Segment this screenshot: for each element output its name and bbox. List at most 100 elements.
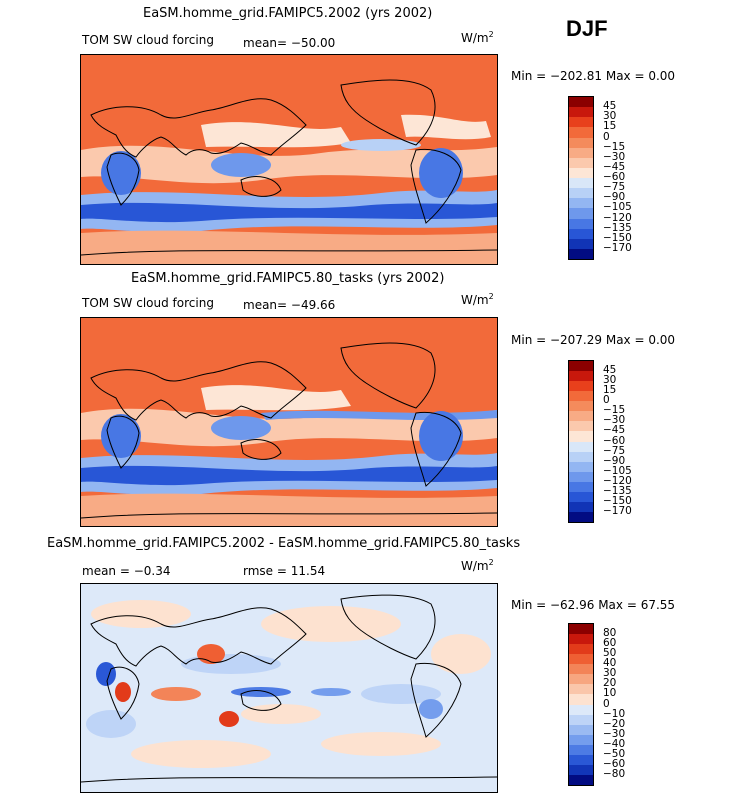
colorbar-swatch (569, 734, 593, 745)
colorbar-tick-label: −75 (603, 181, 626, 194)
colorbar-tick-label: 60 (603, 637, 617, 650)
season-label: DJF (566, 16, 608, 41)
colorbar-tick-label: 50 (603, 647, 617, 660)
colorbar-tick-label: −105 (603, 201, 632, 214)
colorbar-tick-label: −20 (603, 717, 626, 730)
colorbar-tick-label: −15 (603, 140, 626, 153)
colorbar-swatch (569, 511, 593, 522)
colorbar-swatch (569, 381, 593, 392)
colorbar-tick-label: −150 (603, 231, 632, 244)
panel3-colorbar (568, 623, 594, 786)
colorbar-tick-label: 30 (603, 110, 617, 123)
colorbar-tick-label: 45 (603, 100, 617, 113)
colorbar-swatch (569, 218, 593, 229)
colorbar-tick-label: −30 (603, 727, 626, 740)
colorbar-swatch (569, 188, 593, 199)
colorbar-tick-label: −170 (603, 504, 632, 517)
colorbar-tick-label: −90 (603, 191, 626, 204)
panel3-minmax: Min = −62.96 Max = 67.55 (511, 598, 676, 612)
panel2-minmax: Min = −207.29 Max = 0.00 (511, 333, 676, 347)
panel3-units: W/m2 (461, 558, 494, 573)
panel1-title: EaSM.homme_grid.FAMIPC5.2002 (yrs 2002) (143, 6, 433, 21)
colorbar-tick-label: −135 (603, 484, 632, 497)
colorbar-swatch (569, 754, 593, 765)
colorbar-swatch (569, 391, 593, 402)
colorbar-tick-label: −135 (603, 221, 632, 234)
colorbar-tick-label: −10 (603, 707, 626, 720)
panel2-title: EaSM.homme_grid.FAMIPC5.80_tasks (yrs 20… (131, 271, 445, 286)
colorbar-tick-label: −150 (603, 494, 632, 507)
colorbar-tick-label: −40 (603, 737, 626, 750)
panel1-map-svg (81, 55, 497, 264)
colorbar-tick-label: 15 (603, 120, 617, 133)
colorbar-swatch (569, 178, 593, 189)
colorbar-tick-label: −30 (603, 414, 626, 427)
colorbar-tick-label: −105 (603, 464, 632, 477)
colorbar-swatch (569, 644, 593, 655)
panel1-mean: mean= −50.00 (243, 36, 336, 50)
colorbar-tick-label: 20 (603, 677, 617, 690)
colorbar-tick-label: −60 (603, 757, 626, 770)
colorbar-swatch (569, 401, 593, 412)
colorbar-swatch (569, 634, 593, 645)
panel1-map (80, 54, 498, 265)
colorbar-swatch (569, 451, 593, 462)
panel1-left-label: TOM SW cloud forcing (82, 33, 214, 47)
colorbar-tick-label: 0 (603, 130, 610, 143)
colorbar-swatch (569, 431, 593, 442)
colorbar-tick-label: −170 (603, 241, 632, 254)
colorbar-tick-label: 30 (603, 374, 617, 387)
colorbar-tick-label: −75 (603, 444, 626, 457)
colorbar-swatch (569, 167, 593, 178)
panel2-mean: mean= −49.66 (243, 298, 336, 312)
colorbar-swatch (569, 228, 593, 239)
colorbar-swatch (569, 198, 593, 209)
colorbar-tick-label: 0 (603, 697, 610, 710)
colorbar-tick-label: 10 (603, 687, 617, 700)
panel2-map-svg (81, 318, 497, 526)
panel3-title: EaSM.homme_grid.FAMIPC5.2002 - EaSM.homm… (47, 536, 521, 551)
colorbar-tick-label: −45 (603, 160, 626, 173)
colorbar-swatch (569, 684, 593, 695)
colorbar-tick-label: −120 (603, 211, 632, 224)
colorbar-swatch (569, 117, 593, 128)
colorbar-swatch (569, 624, 593, 635)
colorbar-tick-label: 30 (603, 667, 617, 680)
colorbar-swatch (569, 147, 593, 158)
colorbar-tick-label: −45 (603, 424, 626, 437)
colorbar-swatch (569, 361, 593, 372)
colorbar-tick-label: 45 (603, 364, 617, 377)
colorbar-swatch (569, 238, 593, 249)
colorbar-swatch (569, 248, 593, 259)
colorbar-swatch (569, 774, 593, 785)
colorbar-tick-label: 80 (603, 627, 617, 640)
colorbar-swatch (569, 371, 593, 382)
colorbar-swatch (569, 157, 593, 168)
panel1-colorbar (568, 96, 594, 260)
colorbar-tick-label: 15 (603, 384, 617, 397)
colorbar-tick-label: −120 (603, 474, 632, 487)
colorbar-swatch (569, 501, 593, 512)
colorbar-swatch (569, 744, 593, 755)
colorbar-swatch (569, 97, 593, 108)
panel2-colorbar (568, 360, 594, 523)
colorbar-swatch (569, 704, 593, 715)
colorbar-swatch (569, 421, 593, 432)
colorbar-swatch (569, 674, 593, 685)
colorbar-tick-label: −60 (603, 171, 626, 183)
colorbar-tick-label: −80 (603, 767, 626, 780)
colorbar-swatch (569, 724, 593, 735)
panel2-left-label: TOM SW cloud forcing (82, 296, 214, 310)
colorbar-swatch (569, 654, 593, 665)
colorbar-swatch (569, 764, 593, 775)
panel3-rmse: rmse = 11.54 (243, 564, 326, 578)
colorbar-swatch (569, 471, 593, 482)
colorbar-swatch (569, 411, 593, 422)
colorbar-tick-label: −90 (603, 454, 626, 467)
panel3-map (80, 583, 498, 793)
colorbar-swatch (569, 481, 593, 492)
colorbar-swatch (569, 137, 593, 148)
colorbar-tick-label: −60 (603, 434, 626, 447)
colorbar-swatch (569, 491, 593, 502)
colorbar-tick-label: −50 (603, 747, 626, 760)
